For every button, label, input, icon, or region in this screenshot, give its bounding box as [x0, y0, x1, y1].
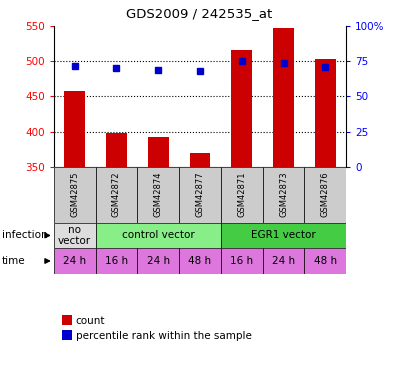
Text: GSM42874: GSM42874	[154, 172, 163, 217]
Text: time: time	[2, 256, 25, 266]
Text: control vector: control vector	[122, 231, 195, 240]
Bar	[263, 166, 304, 223]
Bar	[148, 137, 169, 166]
Text: GDS2009 / 242535_at: GDS2009 / 242535_at	[126, 7, 272, 20]
Text: GSM42875: GSM42875	[70, 172, 79, 217]
Text: 24 h: 24 h	[63, 256, 86, 266]
Text: GSM42876: GSM42876	[321, 172, 330, 217]
Text: no
vector: no vector	[58, 225, 91, 246]
Bar	[96, 223, 221, 248]
Text: 24 h: 24 h	[146, 256, 170, 266]
Text: EGR1 vector: EGR1 vector	[251, 231, 316, 240]
Bar	[221, 223, 346, 248]
Bar	[315, 59, 336, 166]
Bar	[179, 248, 221, 274]
Bar	[54, 248, 96, 274]
Bar	[137, 166, 179, 223]
Bar	[54, 166, 96, 223]
Text: GSM42871: GSM42871	[237, 172, 246, 217]
Bar	[96, 166, 137, 223]
Bar	[189, 153, 211, 166]
Text: 48 h: 48 h	[188, 256, 212, 266]
Bar	[106, 133, 127, 166]
Bar	[221, 248, 263, 274]
Text: GSM42877: GSM42877	[195, 172, 205, 217]
Bar	[96, 248, 137, 274]
Bar	[263, 248, 304, 274]
Text: count: count	[76, 316, 105, 326]
Bar	[231, 50, 252, 166]
Text: percentile rank within the sample: percentile rank within the sample	[76, 331, 252, 340]
Bar	[64, 91, 85, 166]
Bar	[137, 248, 179, 274]
Text: GSM42872: GSM42872	[112, 172, 121, 217]
Text: 16 h: 16 h	[230, 256, 254, 266]
Text: 16 h: 16 h	[105, 256, 128, 266]
Bar	[304, 248, 346, 274]
Bar	[273, 28, 294, 166]
Bar	[179, 166, 221, 223]
Bar	[221, 166, 263, 223]
Text: 48 h: 48 h	[314, 256, 337, 266]
Text: infection: infection	[2, 231, 48, 240]
Text: 24 h: 24 h	[272, 256, 295, 266]
Bar	[304, 166, 346, 223]
Bar	[54, 223, 96, 248]
Text: GSM42873: GSM42873	[279, 172, 288, 217]
